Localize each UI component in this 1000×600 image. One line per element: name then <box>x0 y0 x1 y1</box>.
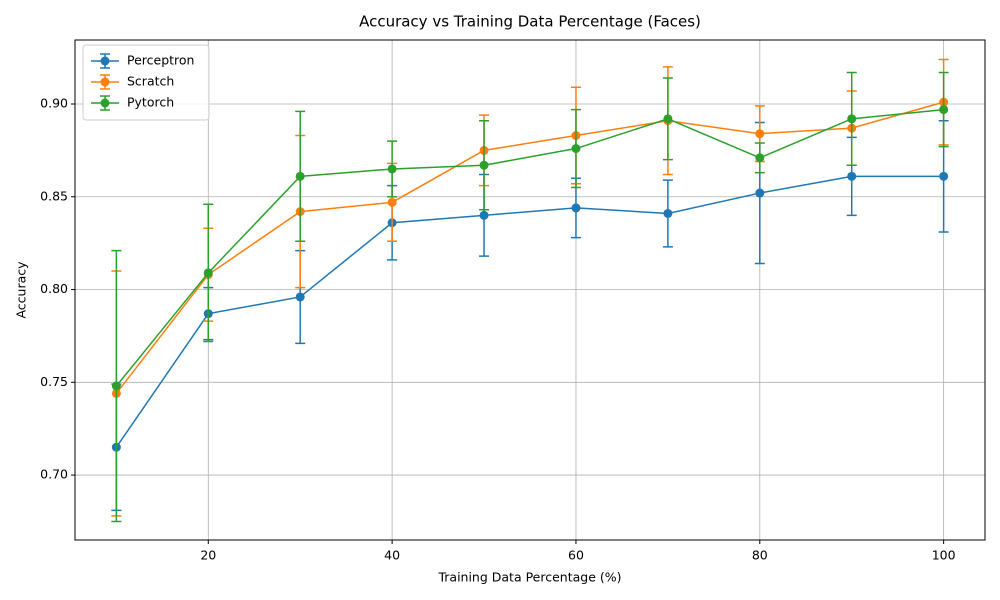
x-tick-label: 60 <box>568 548 584 563</box>
y-tick-label: 0.90 <box>40 96 68 111</box>
marker <box>571 144 581 154</box>
chart-title: Accuracy vs Training Data Percentage (Fa… <box>359 13 701 31</box>
marker <box>755 129 765 139</box>
y-tick-label: 0.70 <box>40 467 68 482</box>
y-tick-label: 0.75 <box>40 374 68 389</box>
marker <box>939 105 949 115</box>
y-tick-label: 0.80 <box>40 281 68 296</box>
marker <box>571 203 581 213</box>
x-tick-label: 40 <box>384 548 400 563</box>
marker <box>755 188 765 198</box>
y-axis-label: Accuracy <box>14 261 29 319</box>
marker <box>295 171 305 181</box>
x-tick-label: 80 <box>752 548 768 563</box>
x-tick-label: 20 <box>200 548 216 563</box>
marker <box>847 171 857 181</box>
marker <box>295 292 305 302</box>
legend-marker <box>100 77 110 87</box>
x-tick-label: 100 <box>932 548 956 563</box>
series-line <box>115 101 944 394</box>
marker <box>663 114 673 124</box>
axes-frame <box>74 39 986 541</box>
marker <box>847 114 857 124</box>
legend-label: Scratch <box>127 74 174 89</box>
y-tick-label: 0.85 <box>40 188 68 203</box>
marker <box>387 197 397 207</box>
marker <box>755 153 765 163</box>
legend-label: Pytorch <box>127 95 174 110</box>
series-line <box>115 108 944 387</box>
series-line <box>115 175 944 448</box>
legend-label: Perceptron <box>127 53 194 68</box>
marker <box>387 164 397 174</box>
marker <box>479 210 489 220</box>
legend-marker <box>100 98 110 108</box>
marker <box>111 381 121 391</box>
marker <box>663 208 673 218</box>
marker <box>479 160 489 170</box>
marker <box>203 268 213 278</box>
legend-marker <box>100 56 110 66</box>
marker <box>939 171 949 181</box>
x-axis-label: Training Data Percentage (%) <box>437 570 621 585</box>
legend-box <box>82 44 210 121</box>
